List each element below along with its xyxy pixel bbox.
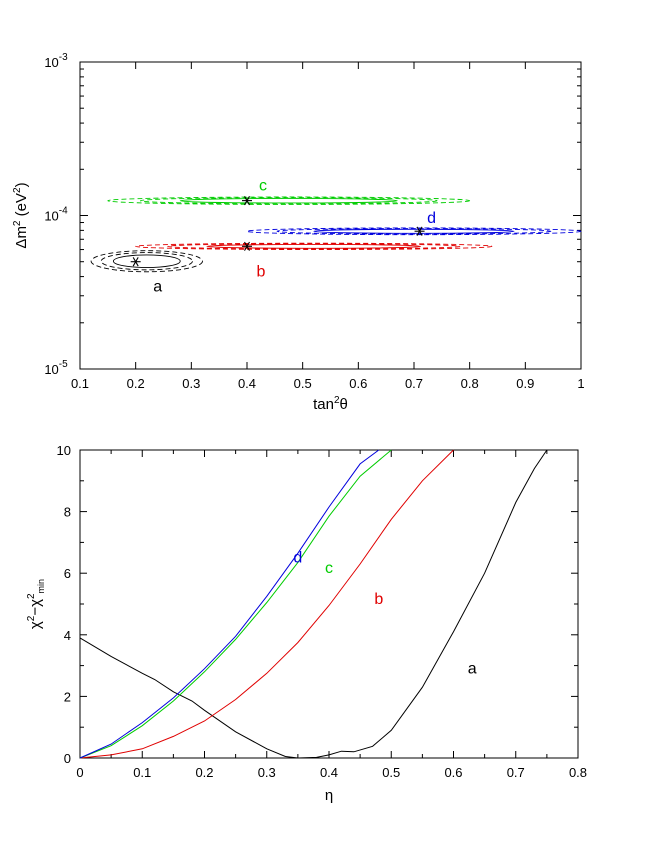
contour-c <box>139 197 438 205</box>
contour-b <box>206 244 422 249</box>
star-stroke <box>244 241 250 251</box>
x-axis-label: tan2θ <box>313 395 348 413</box>
series-line-d <box>79 449 380 759</box>
best-fit-star-c <box>242 196 252 206</box>
curve-label-c: c <box>325 560 333 577</box>
x-tick-label: 0.6 <box>349 376 367 391</box>
best-fit-star-d <box>414 226 425 236</box>
x-tick-label: 0.8 <box>461 376 479 391</box>
x-tick-label: 0.6 <box>444 765 462 780</box>
contour-a <box>112 254 181 268</box>
y-tick-label: 10-5 <box>44 359 68 377</box>
contour-c <box>179 198 398 204</box>
series-line-b <box>79 449 454 759</box>
y-tick-label: 4 <box>64 628 71 643</box>
y-tick-label: 8 <box>64 505 71 520</box>
star-stroke <box>416 226 423 236</box>
contour-c <box>107 196 471 205</box>
line-chart: 0 0.1 0.2 0.3 0.4 0.5 0.6 0.7 0.8 0 2 4 6 8 10 η χ2−χ2mi… <box>26 443 587 804</box>
plot-frame <box>79 449 579 759</box>
x-tick-label: 0.7 <box>507 765 525 780</box>
x-tick-label: 1 <box>577 376 584 391</box>
y-tick-label: 6 <box>64 566 71 581</box>
x-axis-label: η <box>325 787 333 804</box>
x-tick-label: 0.2 <box>127 376 145 391</box>
contour-d <box>246 227 582 236</box>
x-tick-label: 0.4 <box>238 376 256 391</box>
y-axis-label: Δm2 (eV2) <box>12 182 30 248</box>
x-tick-label: 0.8 <box>569 765 587 780</box>
x-tick-label: 0.9 <box>516 376 534 391</box>
x-tick-label: 0.2 <box>195 765 213 780</box>
x-tick-label: 0.7 <box>405 376 423 391</box>
contour-a <box>90 250 203 273</box>
star-stroke <box>244 196 250 206</box>
contour-d <box>313 228 515 234</box>
x-tick-label: 0.3 <box>182 376 200 391</box>
series-line-c <box>79 449 392 759</box>
series-line-a <box>79 449 548 759</box>
x-tick-label: 0 <box>76 765 83 780</box>
best-fit-star-a <box>130 257 141 267</box>
plot-frame <box>79 61 582 370</box>
contour-b <box>135 242 493 251</box>
contour-d <box>276 228 552 235</box>
contour-label-c: c <box>259 178 267 195</box>
contour-chart: 0.1 0.2 0.3 0.4 0.5 0.6 0.7 0.8 0.9 1 10-5 10-4 10-3… <box>12 52 585 413</box>
y-axis-label: χ2−χ2min <box>26 579 46 629</box>
contour-a <box>100 252 193 271</box>
x-tick-label: 0.1 <box>133 765 151 780</box>
x-tick-label: 0.4 <box>320 765 338 780</box>
y-tick-label: 2 <box>64 689 71 704</box>
x-tick-label: 0.5 <box>294 376 312 391</box>
curve-label-d: d <box>293 549 302 566</box>
contour-label-d: d <box>427 210 436 227</box>
x-tick-label: 0.3 <box>258 765 276 780</box>
x-tick-label: 0.1 <box>71 376 89 391</box>
contour-b <box>167 243 461 250</box>
x-tick-label: 0.5 <box>382 765 400 780</box>
star-stroke <box>132 257 139 267</box>
contour-label-a: a <box>153 279 162 296</box>
y-tick-label: 10-3 <box>44 52 68 70</box>
contour-label-b: b <box>257 263 266 280</box>
curve-label-a: a <box>468 660 477 677</box>
best-fit-star-b <box>242 241 252 251</box>
y-tick-label: 10 <box>57 443 71 458</box>
y-tick-label: 10-4 <box>44 206 68 224</box>
curve-label-b: b <box>374 591 383 608</box>
y-tick-label: 0 <box>64 751 71 766</box>
